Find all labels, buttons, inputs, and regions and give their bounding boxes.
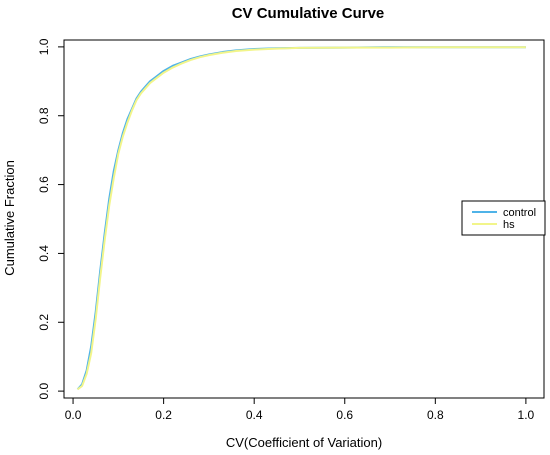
y-axis: 0.0 0.2 0.4 0.6 0.8 1.0 [37,38,64,399]
x-axis-label: CV(Coefficient of Variation) [226,435,382,450]
series-line-hs [76,46,526,391]
x-tick-label: 0.8 [427,408,444,422]
chart-title: CV Cumulative Curve [232,5,385,22]
x-axis: 0.0 0.2 0.4 0.6 0.8 1.0 [65,398,535,422]
x-tick-label: 0.6 [336,408,353,422]
y-tick-label: 0.8 [37,107,51,124]
y-axis-label: Cumulative Fraction [2,160,17,276]
series-line-control [76,46,526,391]
legend-label-control: control [503,207,536,219]
y-tick-label: 0.0 [37,382,51,399]
y-tick-label: 0.2 [37,314,51,331]
x-tick-label: 1.0 [518,408,535,422]
legend-label-hs: hs [503,219,515,231]
legend: control hs [461,200,546,236]
x-tick-label: 0.4 [246,408,263,422]
x-tick-label: 0.2 [155,408,172,422]
y-tick-label: 0.6 [37,176,51,193]
series-lines [76,46,526,391]
y-tick-label: 1.0 [37,38,51,55]
legend-box [461,200,546,236]
x-tick-label: 0.0 [65,408,82,422]
y-tick-label: 0.4 [37,245,51,262]
